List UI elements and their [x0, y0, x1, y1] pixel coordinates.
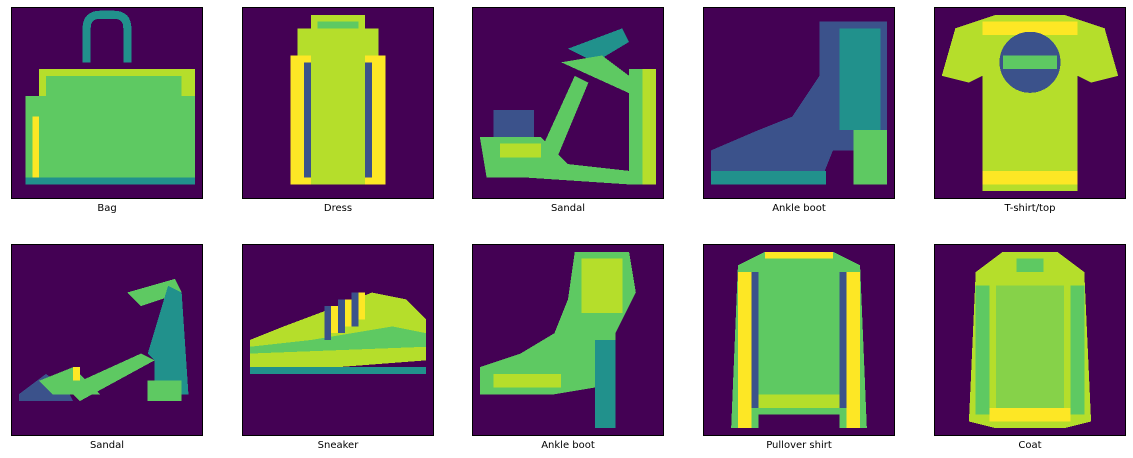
ankle-boot-icon [479, 251, 636, 429]
image-panel [242, 7, 434, 199]
sneaker-icon [249, 292, 427, 374]
image-label: Bag [97, 203, 117, 214]
image-label: Ankle boot [772, 203, 826, 214]
image-panel [11, 7, 203, 199]
image-label: Coat [1018, 440, 1042, 451]
image-label: T-shirt/top [1004, 203, 1056, 214]
image-panel [703, 7, 895, 199]
pullover-icon [731, 251, 867, 429]
image-panel [242, 244, 434, 436]
tshirt-icon [941, 14, 1119, 192]
image-panel [934, 7, 1126, 199]
image-panel [11, 244, 203, 436]
image-label: Sandal [550, 203, 586, 214]
image-panel [934, 244, 1126, 436]
ankle-boot-icon [710, 21, 888, 185]
image-label: Ankle boot [541, 440, 595, 451]
image-label: Dress [323, 203, 353, 214]
sandal-icon [18, 278, 189, 402]
image-label: Pullover shirt [766, 440, 832, 451]
coat-icon [968, 251, 1092, 429]
sandal-icon [479, 28, 657, 185]
bag-icon [25, 10, 196, 185]
image-label: Sandal [89, 440, 125, 451]
image-label: Sneaker [317, 440, 359, 451]
image-panel [703, 244, 895, 436]
dress-icon [290, 14, 386, 185]
image-panel [472, 244, 664, 436]
image-panel [472, 7, 664, 199]
